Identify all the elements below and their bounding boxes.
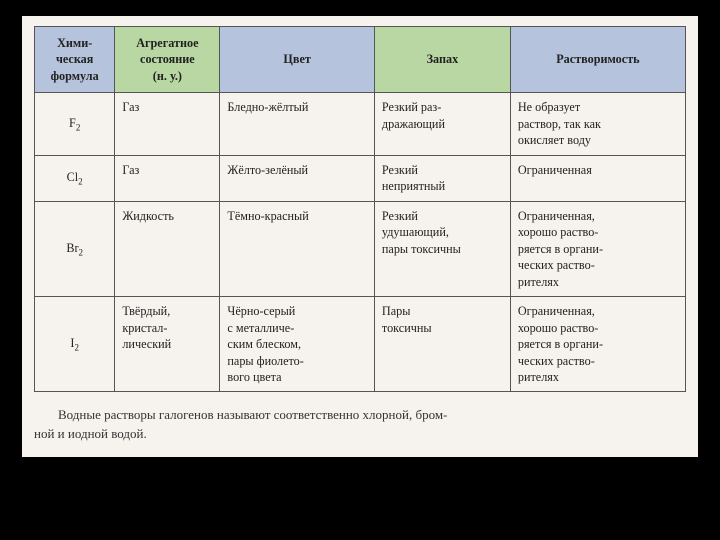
cell-state: Газ — [115, 155, 220, 201]
col-header-color: Цвет — [220, 27, 375, 93]
cell-smell: Резкийнеприятный — [374, 155, 510, 201]
cell-formula: Cl2 — [35, 155, 115, 201]
cell-solubility: Не образуетраствор, так какокисляет воду — [510, 93, 685, 155]
cell-smell: Резкийудушающий,пары токсичны — [374, 201, 510, 296]
col-header-solubility: Растворимость — [510, 27, 685, 93]
cell-color: Тёмно-красный — [220, 201, 375, 296]
formula-base: F — [69, 116, 76, 130]
table-row: I2 Твёрдый,кристал-лический Чёрно-серыйс… — [35, 297, 686, 392]
cell-state: Твёрдый,кристал-лический — [115, 297, 220, 392]
table-row: Br2 Жидкость Тёмно-красный Резкийудушающ… — [35, 201, 686, 296]
cell-state: Газ — [115, 93, 220, 155]
table-row: F2 Газ Бледно-жёлтый Резкий раз-дражающи… — [35, 93, 686, 155]
cell-color: Бледно-жёлтый — [220, 93, 375, 155]
cell-formula: I2 — [35, 297, 115, 392]
halogens-properties-table: Хими-ческаяформула Агрегатноесостояние(н… — [34, 26, 686, 392]
textbook-page: Хими-ческаяформула Агрегатноесостояние(н… — [22, 16, 698, 457]
table-row: Cl2 Газ Жёлто-зелёный Резкийнеприятный О… — [35, 155, 686, 201]
col-header-state: Агрегатноесостояние(н. у.) — [115, 27, 220, 93]
cell-solubility: Ограниченная — [510, 155, 685, 201]
formula-sub: 2 — [76, 122, 81, 132]
cell-state: Жидкость — [115, 201, 220, 296]
cell-formula: Br2 — [35, 201, 115, 296]
cell-color: Жёлто-зелёный — [220, 155, 375, 201]
cell-color: Чёрно-серыйс металличе-ским блеском,пары… — [220, 297, 375, 392]
cell-solubility: Ограниченная,хорошо раство-ряется в орга… — [510, 201, 685, 296]
cell-smell: Парытоксичны — [374, 297, 510, 392]
formula-sub: 2 — [78, 176, 83, 186]
caption-text: Водные растворы галогенов называют соотв… — [34, 406, 686, 442]
col-header-formula: Хими-ческаяформула — [35, 27, 115, 93]
formula-sub: 2 — [74, 342, 79, 352]
table-header-row: Хими-ческаяформула Агрегатноесостояние(н… — [35, 27, 686, 93]
formula-base: Br — [66, 241, 78, 255]
formula-base: Cl — [67, 170, 79, 184]
col-header-smell: Запах — [374, 27, 510, 93]
cell-solubility: Ограниченная,хорошо раство-ряется в орга… — [510, 297, 685, 392]
cell-smell: Резкий раз-дражающий — [374, 93, 510, 155]
formula-sub: 2 — [79, 247, 84, 257]
cell-formula: F2 — [35, 93, 115, 155]
